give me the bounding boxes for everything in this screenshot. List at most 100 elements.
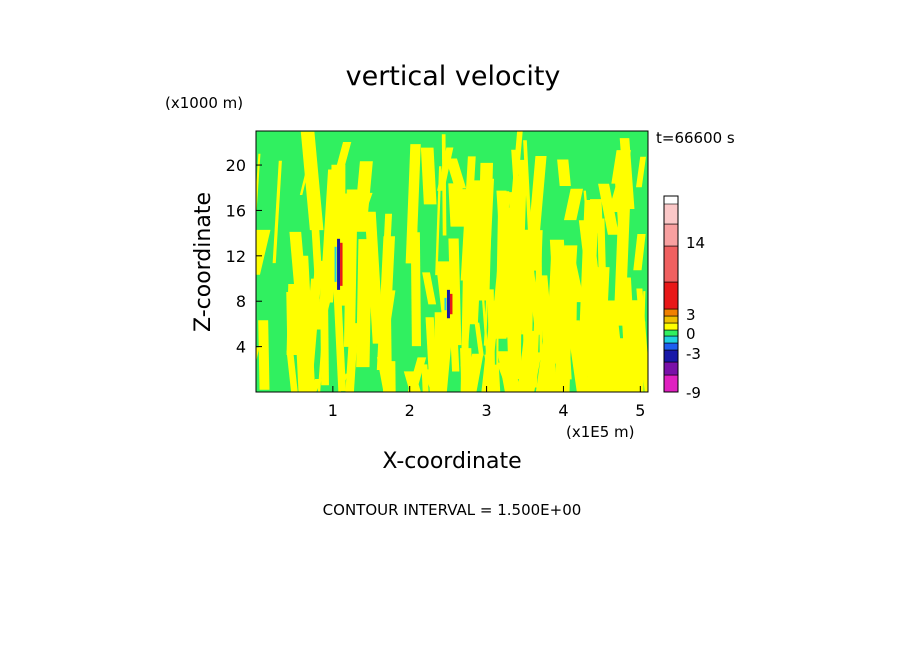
field-streak [334, 142, 352, 176]
y-unit-label: (x1000 m) [165, 94, 243, 112]
x-tick-label: 4 [558, 401, 568, 420]
x-tick-group: 1 2 3 4 5 [328, 386, 645, 420]
field-streak [537, 275, 558, 392]
field-streak [319, 169, 342, 303]
y-tick-group: 4 8 12 16 20 [226, 156, 262, 357]
field-streak [332, 274, 347, 392]
field-streak [380, 290, 396, 346]
field-streak [612, 370, 634, 392]
field-streak [496, 315, 499, 376]
colorbar-segment [663, 342, 679, 351]
field-streak [345, 323, 359, 392]
colorbar-label: -9 [686, 384, 701, 402]
field-streak [563, 271, 578, 328]
y-tick-label: 16 [226, 201, 246, 220]
field-streak [509, 175, 527, 331]
x-tick-label: 1 [328, 401, 338, 420]
colorbar [663, 195, 679, 393]
field-streak [557, 159, 571, 186]
field-streak [489, 240, 505, 351]
field-streak [425, 317, 439, 392]
field-streak [619, 138, 635, 210]
colorbar-segment [663, 335, 679, 344]
colorbar-labels: -9 -3 03 14 [686, 234, 705, 402]
field-streak [583, 334, 589, 392]
field-streak [317, 318, 326, 392]
colorbar-label: -3 [686, 345, 701, 363]
x-tick-label: 2 [405, 401, 415, 420]
feature-halo [444, 297, 447, 311]
x-tick-label: 5 [635, 401, 645, 420]
field-streak [524, 246, 542, 335]
updraft-core [340, 242, 343, 286]
field-streak [465, 353, 484, 392]
downdraft-core [337, 238, 341, 290]
field-streak [286, 350, 298, 392]
x-tick-label: 3 [481, 401, 491, 420]
field-streak [256, 153, 261, 221]
field-streak [633, 233, 646, 271]
colorbar-segment [663, 308, 679, 317]
field-streak [474, 322, 484, 356]
field-streak [496, 362, 519, 392]
colorbar-segment [663, 203, 679, 225]
field-streak [366, 222, 375, 259]
updraft-core [449, 293, 453, 315]
x-axis-label: X-coordinate [382, 449, 521, 474]
y-tick-label: 12 [226, 247, 246, 266]
field-streak [563, 188, 584, 221]
field-streak [256, 229, 271, 275]
field-streak [525, 155, 547, 271]
chart-title: vertical velocity [346, 61, 561, 92]
field-streak [256, 347, 260, 363]
field-streak [578, 220, 603, 307]
colorbar-segment [663, 281, 679, 310]
y-tick-label: 4 [236, 338, 246, 357]
field-streak [403, 371, 421, 392]
x-unit-label: (x1E5 m) [566, 423, 635, 441]
field-streak [441, 134, 447, 236]
velocity-field [256, 131, 648, 392]
field-streak [524, 352, 542, 392]
time-label: t=66600 s [656, 129, 735, 147]
colorbar-label: 0 [686, 325, 696, 343]
colorbar-segment [663, 245, 679, 283]
field-streak [580, 378, 587, 392]
field-streak [460, 156, 476, 281]
field-streak [272, 160, 282, 264]
field-streak [305, 136, 323, 287]
colorbar-segment [663, 349, 679, 363]
y-tick-label: 20 [226, 156, 246, 175]
field-streak [258, 320, 270, 390]
field-streak [286, 284, 302, 355]
field-streak [448, 183, 465, 227]
y-tick-label: 8 [236, 292, 246, 311]
colorbar-segment [663, 322, 679, 331]
field-streak [445, 158, 467, 189]
field-streak [641, 291, 646, 347]
y-axis-label: Z-coordinate [191, 192, 216, 332]
field-streak [435, 166, 442, 276]
field-streak [608, 176, 631, 213]
field-streak [420, 147, 437, 205]
field-streak [544, 336, 564, 364]
downdraft-core [446, 289, 450, 319]
field-streak [289, 231, 308, 301]
feature-halo [334, 246, 337, 282]
plot-frame [255, 130, 649, 393]
colorbar-segment [663, 374, 679, 393]
field-streak [613, 338, 638, 392]
colorbar-label: 3 [686, 306, 696, 324]
field-streak [376, 357, 396, 392]
colorbar-label: 14 [686, 234, 705, 252]
colorbar-segment [663, 223, 679, 247]
colorbar-segment [663, 361, 679, 376]
field-streak [598, 183, 619, 235]
field-streak [353, 161, 373, 232]
colorbar-segment [663, 315, 679, 324]
colorbar-segment [663, 329, 679, 337]
field-streak [635, 156, 647, 188]
field-streak [410, 232, 421, 347]
contour-interval: CONTOUR INTERVAL = 1.500E+00 [323, 501, 582, 519]
